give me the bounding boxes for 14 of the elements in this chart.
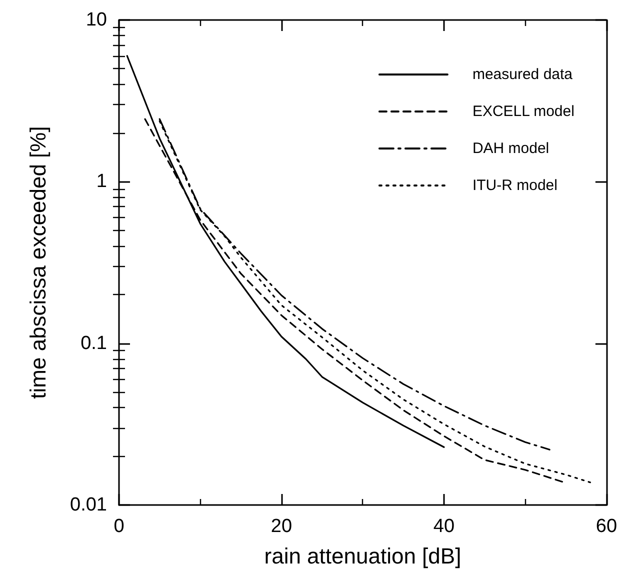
legend-label: DAH model [472, 140, 550, 157]
x-tick-label: 0 [114, 516, 124, 537]
y-tick-label: 0.01 [70, 494, 107, 516]
legend-label: ITU-R model [472, 177, 558, 194]
legend-label: EXCELL model [472, 103, 574, 120]
x-axis-title: rain attenuation [dB] [264, 544, 462, 568]
y-tick-label: 10 [86, 10, 107, 30]
x-tick-label: 20 [270, 516, 292, 537]
x-tick-label: 40 [433, 516, 455, 537]
y-axis-title: time abscissa exceeded [%] [26, 126, 50, 399]
y-tick-label: 0.1 [80, 332, 107, 354]
x-tick-label: 60 [596, 516, 618, 537]
y-tick-label: 1 [96, 171, 107, 192]
legend-label: measured data [472, 66, 574, 83]
